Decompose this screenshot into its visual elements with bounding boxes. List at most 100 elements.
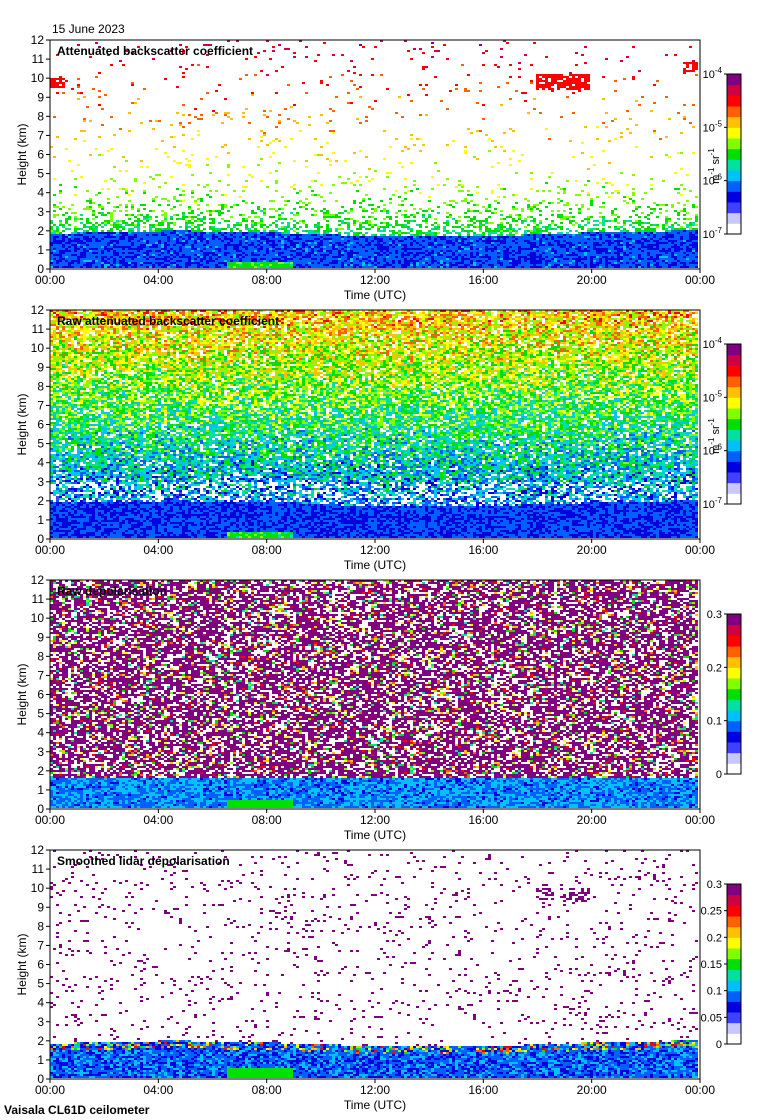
y-tick-label: 4 — [37, 726, 44, 740]
colorbar-unit: m-1 sr-1 — [707, 418, 722, 454]
y-tick-label: 4 — [37, 456, 44, 470]
colorbar-tick-label: 0.1 — [707, 986, 722, 998]
y-tick-label: 6 — [37, 148, 44, 162]
colorbar-tick-label: 10-7 — [703, 496, 723, 511]
y-tick-label: 10 — [31, 341, 45, 355]
y-tick-label: 3 — [37, 475, 44, 489]
x-tick-label: 00:00 — [685, 273, 715, 287]
y-tick-label: 8 — [37, 649, 44, 663]
colorbar-tick-label: 10-7 — [703, 226, 723, 241]
instrument-label: Vaisala CL61D ceilometer — [4, 1103, 150, 1117]
colorbar: 10-710-610-510-4m-1 sr-1 — [703, 336, 741, 511]
y-tick-label: 12 — [31, 303, 45, 317]
colorbar-unit: m-1 sr-1 — [707, 148, 722, 184]
x-tick-label: 20:00 — [577, 273, 607, 287]
y-tick-label: 9 — [37, 90, 44, 104]
y-tick-label: 12 — [31, 843, 45, 857]
y-tick-label: 7 — [37, 398, 44, 412]
colorbar-tick-label: 0 — [716, 1039, 722, 1051]
x-tick-label: 04:00 — [143, 273, 173, 287]
y-tick-label: 11 — [32, 862, 45, 876]
y-tick-label: 9 — [37, 900, 44, 914]
y-tick-label: 5 — [37, 977, 44, 991]
colorbar-tick-label: 0.2 — [707, 662, 722, 674]
x-tick-label: 20:00 — [577, 813, 607, 827]
y-tick-label: 8 — [37, 919, 44, 933]
colorbar: 0 0.1 0.2 0.3 — [707, 609, 741, 781]
y-axis-label: Height (km) — [15, 933, 29, 995]
y-tick-label: 9 — [37, 630, 44, 644]
y-tick-label: 4 — [37, 996, 44, 1010]
x-tick-label: 12:00 — [360, 273, 390, 287]
colorbar-tick-label: 0.2 — [707, 932, 722, 944]
x-tick-label: 00:00 — [35, 813, 65, 827]
colorbar-tick-label: 0.3 — [707, 879, 722, 891]
colorbar-tick-label: 0.1 — [707, 716, 722, 728]
x-axis-label: Time (UTC) — [344, 288, 406, 302]
x-tick-label: 04:00 — [143, 1083, 173, 1097]
panel-title: Raw depolarisation — [57, 584, 167, 598]
y-tick-label: 1 — [37, 783, 44, 797]
x-tick-label: 08:00 — [252, 273, 282, 287]
y-tick-label: 6 — [37, 958, 44, 972]
colorbar-tick-label: 0.15 — [701, 959, 722, 971]
x-tick-label: 00:00 — [35, 273, 65, 287]
date-label: 15 June 2023 — [52, 22, 125, 36]
x-tick-label: 16:00 — [468, 1083, 498, 1097]
colorbar-tick-label: 10-5 — [703, 389, 723, 404]
y-tick-label: 11 — [32, 592, 45, 606]
x-tick-label: 04:00 — [143, 543, 173, 557]
colorbar-tick-label: 10-5 — [703, 119, 723, 134]
y-tick-label: 10 — [31, 71, 45, 85]
x-tick-label: 16:00 — [468, 813, 498, 827]
x-tick-label: 08:00 — [252, 813, 282, 827]
y-tick-label: 12 — [31, 33, 45, 47]
x-tick-label: 00:00 — [35, 1083, 65, 1097]
y-tick-label: 7 — [37, 938, 44, 952]
x-tick-label: 00:00 — [685, 1083, 715, 1097]
x-tick-label: 04:00 — [143, 813, 173, 827]
y-axis-label: Height (km) — [15, 123, 29, 185]
y-tick-label: 6 — [37, 418, 44, 432]
y-tick-label: 12 — [31, 573, 45, 587]
x-tick-label: 00:00 — [685, 813, 715, 827]
y-tick-label: 5 — [37, 707, 44, 721]
y-tick-label: 10 — [31, 611, 45, 625]
y-tick-label: 1 — [37, 243, 44, 257]
x-axis-label: Time (UTC) — [344, 558, 406, 572]
x-tick-label: 08:00 — [252, 1083, 282, 1097]
y-tick-label: 6 — [37, 688, 44, 702]
colorbar-tick-label: 0.3 — [707, 609, 722, 621]
panel-2: Raw attenuated backscatter coefficient01… — [15, 303, 741, 572]
colorbar-tick-label: 0 — [716, 769, 722, 781]
y-tick-label: 4 — [37, 186, 44, 200]
x-tick-label: 00:00 — [35, 543, 65, 557]
y-tick-label: 10 — [31, 881, 45, 895]
y-tick-label: 8 — [37, 379, 44, 393]
panel-4: Smoothed lidar depolarisation01234567891… — [15, 843, 741, 1112]
y-tick-label: 3 — [37, 205, 44, 219]
colorbar-tick-label: 0.25 — [701, 906, 722, 918]
y-tick-label: 8 — [37, 109, 44, 123]
x-tick-label: 00:00 — [685, 543, 715, 557]
x-axis-label: Time (UTC) — [344, 1098, 406, 1112]
x-tick-label: 20:00 — [577, 1083, 607, 1097]
y-tick-label: 5 — [37, 167, 44, 181]
x-tick-label: 16:00 — [468, 273, 498, 287]
panel-title: Attenuated backscatter coefficient — [57, 44, 253, 58]
x-tick-label: 16:00 — [468, 543, 498, 557]
y-tick-label: 2 — [37, 224, 44, 238]
colorbar-tick-label: 10-4 — [703, 66, 723, 81]
panel-title: Raw attenuated backscatter coefficient — [57, 314, 279, 328]
y-axis-label: Height (km) — [15, 663, 29, 725]
colorbar-tick-label: 10-4 — [703, 336, 723, 351]
y-tick-label: 7 — [37, 668, 44, 682]
colorbar-tick-label: 0.05 — [701, 1012, 722, 1024]
y-tick-label: 7 — [37, 128, 44, 142]
x-tick-label: 08:00 — [252, 543, 282, 557]
y-tick-label: 11 — [32, 52, 45, 66]
x-axis-label: Time (UTC) — [344, 828, 406, 842]
y-tick-label: 11 — [32, 322, 45, 336]
